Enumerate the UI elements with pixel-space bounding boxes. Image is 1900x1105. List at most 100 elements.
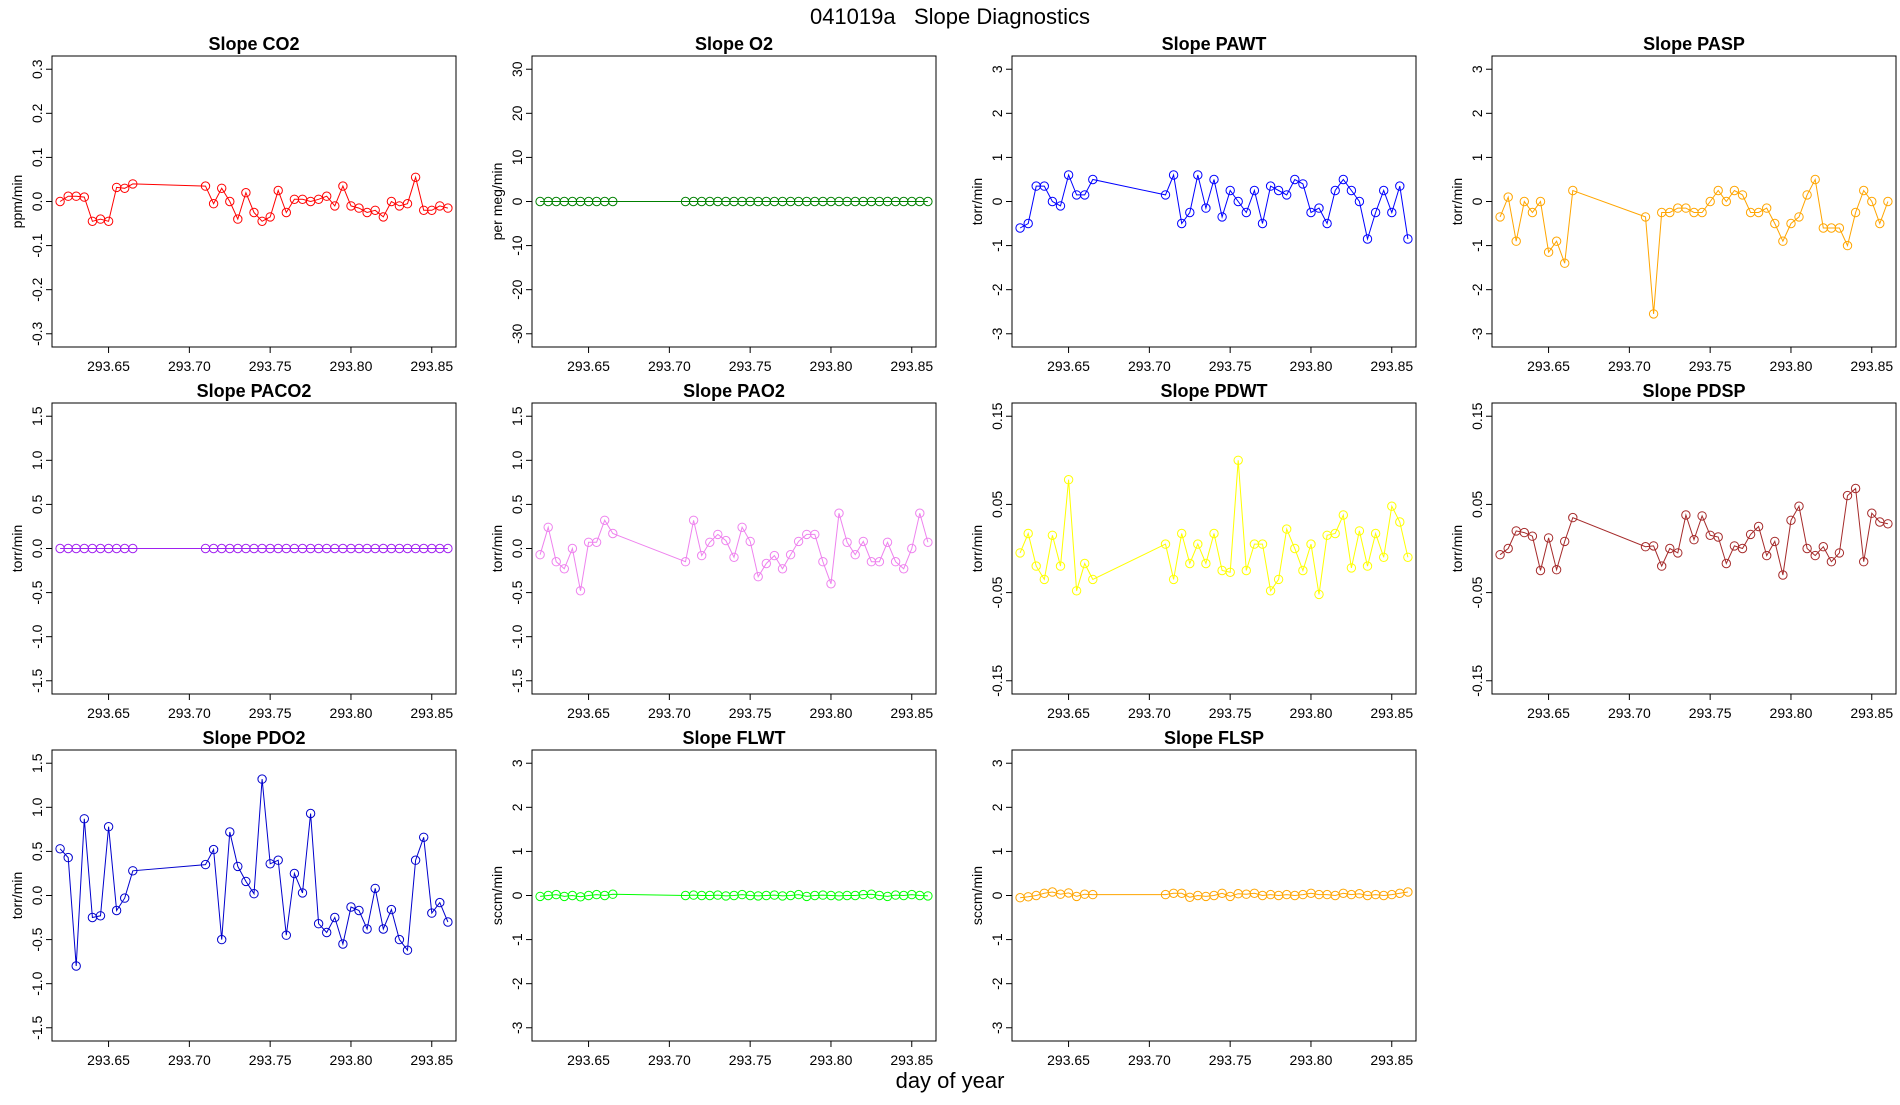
y-tick-label: 0 [989, 197, 1005, 205]
data-point [543, 522, 553, 532]
data-point [1354, 196, 1365, 207]
x-tick-label: 293.80 [810, 1052, 853, 1068]
data-point [386, 904, 397, 915]
y-tick-label: 0.15 [1469, 402, 1485, 429]
data-point [1023, 218, 1033, 229]
data-point [249, 889, 259, 899]
data-point [265, 212, 275, 222]
data-point [1681, 510, 1691, 520]
data-point [1762, 203, 1772, 213]
data-point [1519, 196, 1530, 207]
panel-slope-pdo2: Slope PDO2 -1.5 -1.0 -0.5 0.0 0.5 1.0 1.5 torr/m… [9, 728, 457, 1068]
data-point [1387, 207, 1397, 218]
data-point [1842, 490, 1853, 501]
data-point [1298, 565, 1308, 576]
y-tick-label: -1.5 [509, 668, 525, 692]
data-point [1673, 548, 1683, 558]
x-tick-label: 293.65 [1527, 358, 1570, 374]
x-tick-label: 293.65 [87, 358, 130, 374]
data-point [1713, 185, 1723, 196]
data-point [1031, 561, 1041, 571]
plot-frame [1491, 55, 1897, 348]
data-point [111, 905, 122, 916]
data-point [1527, 207, 1538, 218]
data-point [208, 844, 219, 855]
x-tick-label: 293.85 [890, 705, 933, 721]
data-point [1055, 201, 1066, 211]
data-point [785, 550, 796, 560]
data-point [1721, 196, 1732, 207]
x-tick-label: 293.70 [1128, 705, 1171, 721]
data-point [217, 183, 227, 194]
data-point [1071, 586, 1082, 596]
x-tick-label: 293.70 [168, 358, 211, 374]
series-line [540, 893, 928, 898]
data-point [890, 557, 901, 567]
y-tick-label: 0 [1469, 197, 1485, 205]
data-point [128, 866, 138, 876]
data-point [1770, 536, 1780, 547]
y-tick-label: 0 [509, 197, 525, 205]
panel-slope-flsp: Slope FLSP -3 -2 -1 0 1 2 3 sccm/min 293.65 293.70… [969, 728, 1417, 1068]
y-tick-label: -3 [509, 1021, 525, 1034]
data-point [1818, 542, 1829, 552]
y-tick-label: 10 [509, 149, 525, 165]
y-tick-label: -0.05 [1469, 576, 1485, 608]
data-point [1551, 565, 1562, 575]
data-point [71, 961, 81, 971]
data-point [1273, 185, 1284, 196]
y-tick-label: 1 [1469, 153, 1485, 161]
x-tick-label: 293.70 [1128, 1052, 1171, 1068]
data-point [305, 808, 316, 819]
data-point [427, 908, 437, 918]
data-point [435, 897, 445, 908]
y-tick-label: 0.5 [29, 841, 45, 861]
data-point [1265, 586, 1276, 596]
data-point [1168, 170, 1179, 180]
y-tick-label: -0.05 [989, 576, 1005, 608]
data-point [1209, 528, 1219, 539]
data-point [1225, 185, 1235, 196]
data-point [1282, 190, 1292, 200]
y-tick-label: -0.5 [29, 927, 45, 951]
data-point [1063, 475, 1074, 485]
series-line [1020, 891, 1408, 899]
data-point [1330, 185, 1340, 196]
x-tick-label: 293.75 [1209, 358, 1252, 374]
y-tick-label: 0.05 [1469, 491, 1485, 518]
data-point [1705, 196, 1715, 207]
x-tick-label: 293.80 [330, 358, 373, 374]
data-point [120, 183, 130, 194]
y-tick-label: 1.0 [29, 797, 45, 817]
series-line [539, 513, 929, 591]
x-tick-label: 293.85 [410, 1052, 453, 1068]
data-point [1519, 527, 1530, 538]
y-tick-label: 1 [509, 847, 525, 855]
y-tick-label: -2 [989, 977, 1005, 990]
y-tick-label: 1 [989, 847, 1005, 855]
data-point [1177, 888, 1187, 898]
x-tick-label: 293.70 [648, 358, 691, 374]
data-point [1338, 174, 1349, 185]
data-point [1850, 207, 1861, 218]
data-point [1088, 574, 1098, 585]
data-point [338, 939, 348, 949]
series-line [1019, 460, 1409, 595]
x-tick-label: 293.70 [1608, 705, 1651, 721]
x-tick-label: 293.65 [567, 705, 610, 721]
x-tick-label: 293.75 [249, 1052, 292, 1068]
data-point [1346, 185, 1357, 196]
data-point [1495, 212, 1505, 222]
data-point [1290, 174, 1300, 185]
data-point [370, 883, 380, 894]
x-tick-label: 293.65 [1527, 705, 1570, 721]
y-axis-label: torr/min [1449, 525, 1465, 572]
panel-title: Slope PAWT [1162, 34, 1267, 54]
y-tick-label: -3 [989, 327, 1005, 340]
data-point [858, 536, 868, 547]
data-point [1648, 309, 1659, 319]
data-point [1217, 212, 1227, 222]
series-line [1499, 487, 1889, 576]
data-point [721, 535, 731, 546]
data-point [1088, 174, 1098, 185]
